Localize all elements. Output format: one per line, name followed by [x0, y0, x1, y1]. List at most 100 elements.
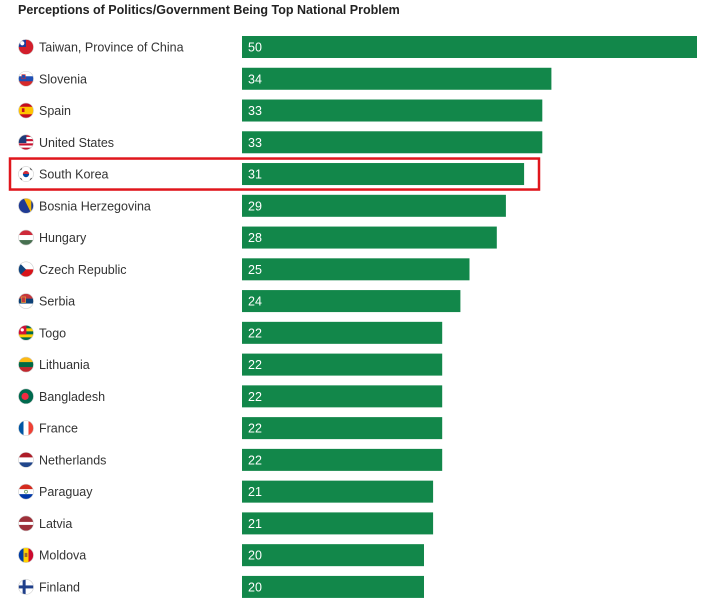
spain-flag-icon [18, 103, 34, 119]
country-label: Togo [39, 326, 66, 340]
bar [242, 36, 697, 58]
value-label: 22 [248, 326, 262, 340]
bar [242, 99, 543, 122]
bar [242, 163, 525, 186]
united-states-flag-icon [18, 134, 34, 150]
bar [242, 194, 506, 217]
flag-outline [18, 325, 34, 341]
flag-outline [18, 198, 34, 214]
serbia-flag-icon [18, 293, 34, 309]
bar [242, 131, 543, 154]
country-label: Paraguay [39, 485, 93, 499]
flag-outline [18, 229, 34, 246]
bar [242, 353, 443, 376]
country-label: Czech Republic [39, 263, 127, 277]
value-label: 20 [248, 549, 262, 563]
flag-outline [18, 579, 34, 595]
value-label: 22 [248, 390, 262, 404]
lithuania-flag-icon [18, 357, 34, 373]
flag-outline [18, 166, 34, 182]
bar [242, 417, 443, 440]
bar [242, 67, 552, 90]
chart-title: Perceptions of Politics/Government Being… [18, 3, 400, 17]
bar [242, 290, 461, 313]
country-label: Spain [39, 104, 71, 118]
value-label: 33 [248, 136, 262, 150]
country-label: Moldova [39, 549, 86, 563]
country-label: Hungary [39, 231, 87, 245]
bar [242, 575, 424, 598]
france-flag-icon [18, 420, 34, 436]
flag-outline [18, 261, 34, 278]
country-label: Slovenia [39, 72, 87, 86]
value-label: 34 [248, 72, 262, 86]
flag-outline [18, 293, 34, 309]
bar-row: Finland 20 [18, 575, 424, 598]
bar [242, 258, 470, 281]
value-label: 25 [248, 263, 262, 277]
bar [242, 385, 443, 408]
bar-row: Togo 22 [18, 321, 443, 344]
value-label: 31 [248, 168, 262, 182]
country-label: Finland [39, 580, 80, 594]
bosnia-herzegovina-flag-icon [18, 198, 34, 214]
value-label: 33 [248, 104, 262, 118]
value-label: 29 [248, 199, 262, 213]
flag-outline [18, 452, 34, 468]
bar [242, 321, 443, 344]
bangladesh-flag-icon [18, 388, 34, 404]
flag-outline [18, 102, 34, 119]
bar [242, 544, 424, 567]
togo-flag-icon [18, 325, 34, 341]
bar-row: United States 33 [18, 131, 543, 154]
country-label: Latvia [39, 517, 72, 531]
latvia-flag-icon [18, 515, 34, 531]
country-label: Taiwan, Province of China [39, 41, 184, 55]
bar [242, 226, 497, 249]
bar-row: Moldova 20 [18, 544, 424, 567]
bar [242, 480, 434, 503]
flag-outline [18, 420, 34, 436]
bar-row: Hungary 28 [18, 226, 497, 249]
flag-outline [18, 388, 34, 405]
bar-row: Bosnia Herzegovina 29 [18, 194, 506, 217]
flag-outline [18, 547, 34, 563]
flag-outline [18, 134, 34, 151]
bar-row: South Korea 31 [8, 157, 541, 191]
bar-row: Czech Republic 25 [18, 258, 470, 281]
bar-row: Taiwan, Province of China 50 [18, 36, 697, 58]
paraguay-flag-icon [18, 484, 34, 500]
flag-outline [18, 356, 34, 373]
country-label: France [39, 422, 78, 436]
value-label: 21 [248, 485, 262, 499]
flag-outline [18, 70, 34, 87]
bar-row: Bangladesh 22 [18, 385, 443, 408]
bar-row: Latvia 21 [18, 512, 434, 535]
bar-row: Slovenia 34 [18, 67, 552, 90]
country-label: Netherlands [39, 453, 106, 467]
finland-flag-icon [18, 579, 34, 595]
bar-row: Paraguay 21 [18, 480, 434, 503]
netherlands-flag-icon [18, 452, 34, 468]
country-label: United States [39, 136, 114, 150]
flag-outline [18, 39, 34, 55]
bar [242, 512, 434, 535]
czech-republic-flag-icon [18, 261, 34, 277]
country-label: Lithuania [39, 358, 90, 372]
flag-outline [18, 515, 34, 532]
value-label: 21 [248, 517, 262, 531]
slovenia-flag-icon [18, 71, 34, 87]
bar-row: Netherlands 22 [18, 448, 443, 471]
moldova-flag-icon [18, 547, 34, 563]
bar-row: Serbia 24 [18, 290, 461, 313]
bar [242, 448, 443, 471]
hungary-flag-icon [18, 230, 34, 246]
value-label: 20 [248, 580, 262, 594]
highlight-box [8, 157, 541, 191]
value-label: 22 [248, 358, 262, 372]
flag-outline [18, 483, 34, 500]
taiwan-flag-icon [18, 39, 34, 55]
value-label: 28 [248, 231, 262, 245]
